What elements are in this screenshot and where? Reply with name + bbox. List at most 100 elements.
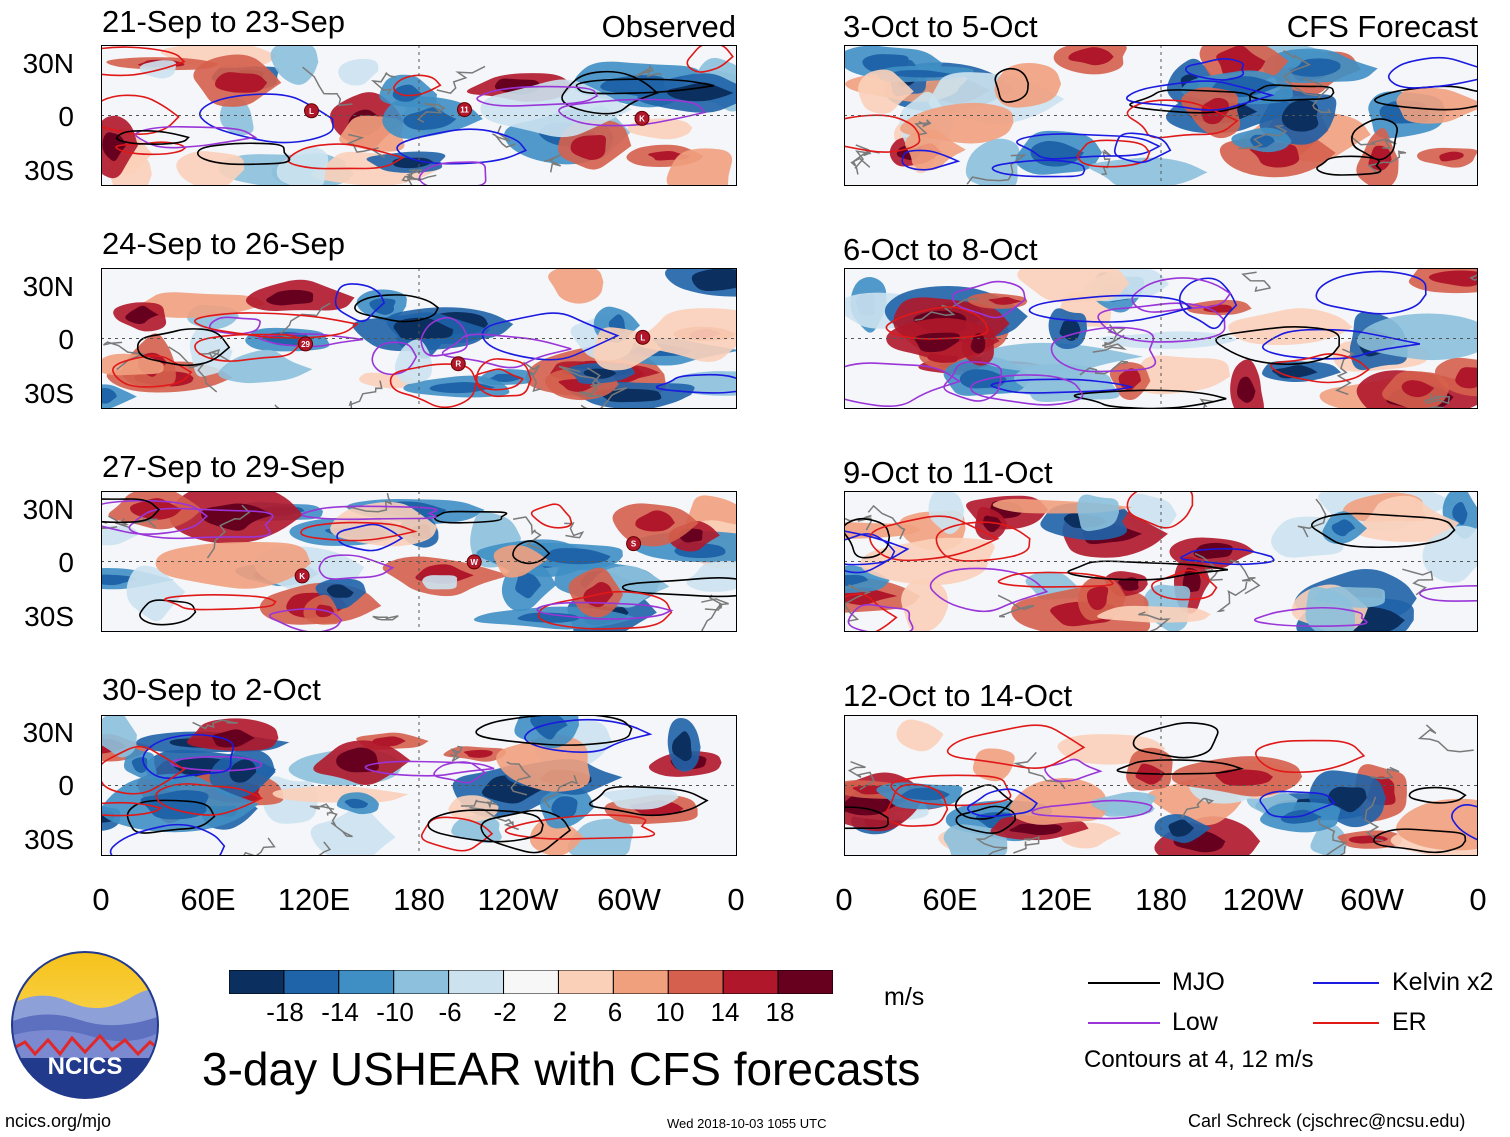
wave-contour <box>1316 155 1382 176</box>
coastline <box>460 799 498 809</box>
footer-url[interactable]: ncics.org/mjo <box>5 1111 112 1131</box>
wave-contour <box>136 328 231 367</box>
wave-contour <box>336 523 404 552</box>
coastline <box>1238 124 1288 150</box>
footer-timestamp: Wed 2018-10-03 1055 UTC <box>667 1116 827 1131</box>
wave-contour <box>1178 277 1238 330</box>
storm-marker: R <box>450 356 466 372</box>
wave-contour <box>536 601 674 620</box>
shear-anomaly-core <box>1117 577 1139 591</box>
wave-contour <box>427 809 544 843</box>
wave-contour <box>946 724 1086 769</box>
coastline <box>580 387 628 409</box>
wave-contour <box>869 515 1000 562</box>
colorbar-segment <box>393 969 450 995</box>
wave-contour <box>943 361 1003 402</box>
shear-anomaly-area <box>666 148 733 186</box>
wave-contour <box>155 783 264 816</box>
shear-anomaly-core <box>1428 270 1478 287</box>
wave-contour <box>112 354 193 388</box>
wave-contour <box>301 505 438 521</box>
shear-anomaly-core <box>392 157 434 169</box>
storm-marker: S <box>626 536 642 552</box>
coastline <box>317 841 332 856</box>
wave-contour <box>967 788 1039 818</box>
shear-anomaly-area <box>1396 87 1478 124</box>
wave-contour <box>1067 560 1229 581</box>
shear-anomaly-core <box>392 84 423 102</box>
legend-label-er: ER <box>1392 1008 1427 1036</box>
wave-contour <box>561 70 659 115</box>
shear-anomaly-area <box>176 151 245 186</box>
map-panel: 29 R L <box>101 268 737 409</box>
wave-contour <box>1131 277 1232 313</box>
shear-anomaly-core <box>140 790 209 820</box>
coastline <box>1334 348 1355 396</box>
shear-anomaly-core <box>1068 47 1114 66</box>
colorbar-tick-label: 14 <box>710 997 740 1027</box>
wave-contour <box>258 333 364 348</box>
wave-contour <box>101 745 186 795</box>
storm-marker-label: K <box>639 114 645 123</box>
shear-anomaly-core <box>102 132 127 161</box>
coastline <box>344 133 386 159</box>
colorbar-segment <box>338 969 395 995</box>
wave-contour <box>1116 759 1244 775</box>
wave-contour <box>268 608 343 632</box>
wave-contour <box>135 125 258 149</box>
panel-title: 21-Sep to 23-Sep <box>102 4 346 39</box>
shear-anomaly-area <box>155 541 311 589</box>
coastline <box>579 367 602 397</box>
coastline <box>635 64 663 78</box>
shear-anomaly-area <box>901 579 949 632</box>
colorbar-segment <box>283 969 340 995</box>
map-frame <box>101 715 737 856</box>
shear-anomaly-area <box>858 69 914 114</box>
lon-label: 120E <box>277 882 351 917</box>
shear-anomaly-core <box>970 333 986 354</box>
storm-marker-label: W <box>470 558 478 567</box>
ncics-logo: NCICS <box>10 950 160 1100</box>
wave-contour <box>970 374 1084 406</box>
lon-label: 60E <box>180 882 236 917</box>
wave-contour <box>1028 294 1193 323</box>
panel-title: 27-Sep to 29-Sep <box>102 449 346 484</box>
wave-contour <box>475 358 532 398</box>
shear-anomaly-core <box>1009 823 1063 836</box>
wave-contour <box>844 362 962 408</box>
coastline <box>416 102 447 123</box>
kelvin-line-swatch <box>1313 982 1379 984</box>
wave-contour <box>480 809 572 854</box>
coastline <box>1216 581 1248 613</box>
coastline <box>192 719 238 730</box>
wave-contour <box>194 333 300 362</box>
shear-anomaly-core <box>1236 376 1256 403</box>
mjo-line-swatch <box>1088 982 1160 984</box>
wave-contour <box>476 85 599 107</box>
shear-anomaly-core <box>1216 45 1266 75</box>
wave-contour <box>844 530 910 574</box>
colorbar-tick-label: 10 <box>655 997 685 1027</box>
coastline <box>542 774 579 809</box>
coastline <box>492 125 516 148</box>
wave-contour <box>364 760 495 777</box>
coastline <box>302 66 353 107</box>
lat-label: 0 <box>58 324 74 355</box>
coastline <box>278 302 331 340</box>
wave-contour <box>396 128 528 165</box>
colorbar-segment <box>503 969 559 995</box>
shear-anomaly-core <box>983 515 1002 533</box>
shear-anomaly-core <box>530 715 568 740</box>
legend-label-mjo: MJO <box>1172 968 1225 996</box>
shear-anomaly-core <box>214 72 268 93</box>
wave-contour <box>300 521 418 542</box>
contour-note: Contours at 4, 12 m/s <box>1084 1046 1314 1073</box>
colorbar <box>228 969 834 995</box>
colorbar-segment <box>667 969 724 995</box>
wave-contour <box>1126 491 1194 529</box>
wave-contour <box>433 510 508 524</box>
wave-contour <box>1374 85 1478 111</box>
shear-anomaly-area <box>928 491 965 535</box>
shear-anomaly-area <box>338 58 379 86</box>
wave-contour <box>126 799 216 834</box>
